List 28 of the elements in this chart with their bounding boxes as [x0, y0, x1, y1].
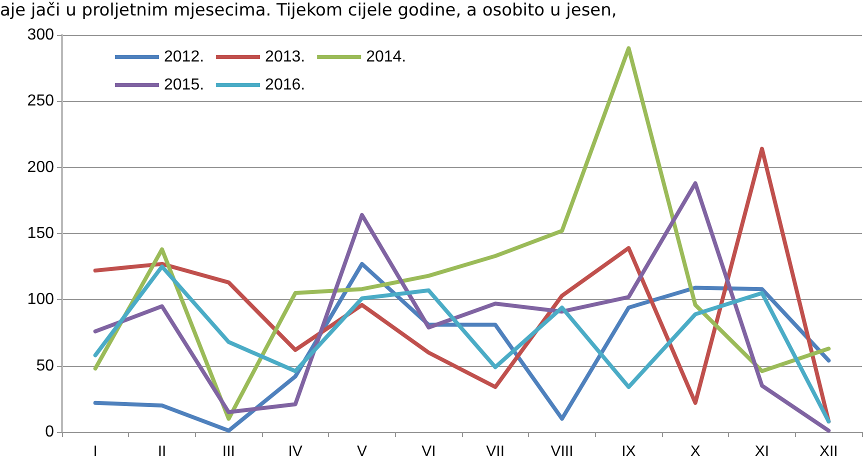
legend-label: 2016.: [265, 76, 306, 94]
x-tick-label: XII: [819, 443, 838, 460]
legend-label: 2015.: [164, 76, 204, 94]
x-tick-label: VIII: [550, 443, 574, 460]
legend-label: 2012.: [164, 48, 204, 66]
line-series: [93, 181, 831, 433]
legend-label: 2014.: [366, 48, 406, 66]
x-tick-label: I: [93, 443, 98, 460]
y-tick-label: 200: [27, 158, 54, 176]
y-tick-label: 300: [27, 26, 54, 44]
text: aje jači u proljetnim mjesecima. Tijekom cijele godine, a osobito u jesen,: [0, 0, 617, 20]
y-tick-label: 100: [27, 291, 54, 308]
x-tick-label: IV: [288, 443, 302, 460]
x-tick-label: III: [222, 443, 235, 460]
x-tick-label: IX: [622, 443, 636, 460]
x-tick-label: II: [158, 443, 166, 460]
x-tick-label: V: [356, 443, 368, 460]
x-tick-label: VI: [422, 443, 436, 460]
y-tick-label: 250: [27, 92, 54, 110]
y-tick-label: 50: [36, 357, 54, 374]
y-tick-label: 150: [27, 225, 54, 242]
line-series: [93, 146, 831, 424]
x-tick-label: XI: [754, 443, 770, 460]
legend-label: 2013.: [265, 48, 306, 66]
line-series: [93, 46, 831, 421]
y-tick-label: 0: [45, 424, 54, 440]
x-tick-label: X: [690, 443, 700, 460]
x-tick-label: VII: [486, 443, 505, 460]
